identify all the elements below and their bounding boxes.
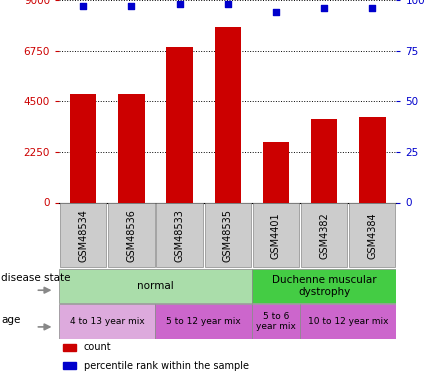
Point xyxy=(80,3,87,9)
FancyBboxPatch shape xyxy=(156,203,203,267)
Text: disease state: disease state xyxy=(1,273,71,283)
FancyBboxPatch shape xyxy=(59,269,252,303)
Bar xyxy=(359,117,385,202)
Bar xyxy=(311,119,337,202)
Point xyxy=(224,1,231,7)
Point xyxy=(128,3,135,9)
FancyBboxPatch shape xyxy=(205,203,251,267)
Point xyxy=(369,5,376,11)
Bar xyxy=(118,94,145,202)
Bar xyxy=(70,94,96,202)
Point xyxy=(321,5,328,11)
Text: 5 to 6
year mix: 5 to 6 year mix xyxy=(256,312,296,331)
Bar xyxy=(166,47,193,202)
FancyBboxPatch shape xyxy=(108,203,155,267)
Text: 5 to 12 year mix: 5 to 12 year mix xyxy=(166,317,241,326)
Text: GSM4384: GSM4384 xyxy=(367,212,377,259)
Bar xyxy=(63,344,76,351)
Point xyxy=(176,1,183,7)
Text: 4 to 13 year mix: 4 to 13 year mix xyxy=(70,317,145,326)
FancyBboxPatch shape xyxy=(60,203,106,267)
Text: GSM4401: GSM4401 xyxy=(271,212,281,259)
Text: Duchenne muscular
dystrophy: Duchenne muscular dystrophy xyxy=(272,275,376,297)
FancyBboxPatch shape xyxy=(300,304,396,339)
FancyBboxPatch shape xyxy=(155,304,252,339)
Text: GSM48534: GSM48534 xyxy=(78,209,88,262)
Text: count: count xyxy=(84,342,111,352)
Text: GSM48535: GSM48535 xyxy=(223,209,233,262)
FancyBboxPatch shape xyxy=(349,203,396,267)
Text: GSM48536: GSM48536 xyxy=(127,209,136,262)
Text: age: age xyxy=(1,315,21,325)
FancyBboxPatch shape xyxy=(252,269,396,303)
Point xyxy=(272,9,279,15)
Text: 10 to 12 year mix: 10 to 12 year mix xyxy=(308,317,389,326)
Text: GSM48533: GSM48533 xyxy=(175,209,184,262)
FancyBboxPatch shape xyxy=(301,203,347,267)
Bar xyxy=(263,142,289,202)
Bar xyxy=(63,362,76,369)
Text: GSM4382: GSM4382 xyxy=(319,212,329,259)
Bar xyxy=(215,27,241,202)
FancyBboxPatch shape xyxy=(253,203,299,267)
FancyBboxPatch shape xyxy=(252,304,300,339)
FancyBboxPatch shape xyxy=(59,304,155,339)
Text: percentile rank within the sample: percentile rank within the sample xyxy=(84,361,249,371)
Text: normal: normal xyxy=(137,281,174,291)
